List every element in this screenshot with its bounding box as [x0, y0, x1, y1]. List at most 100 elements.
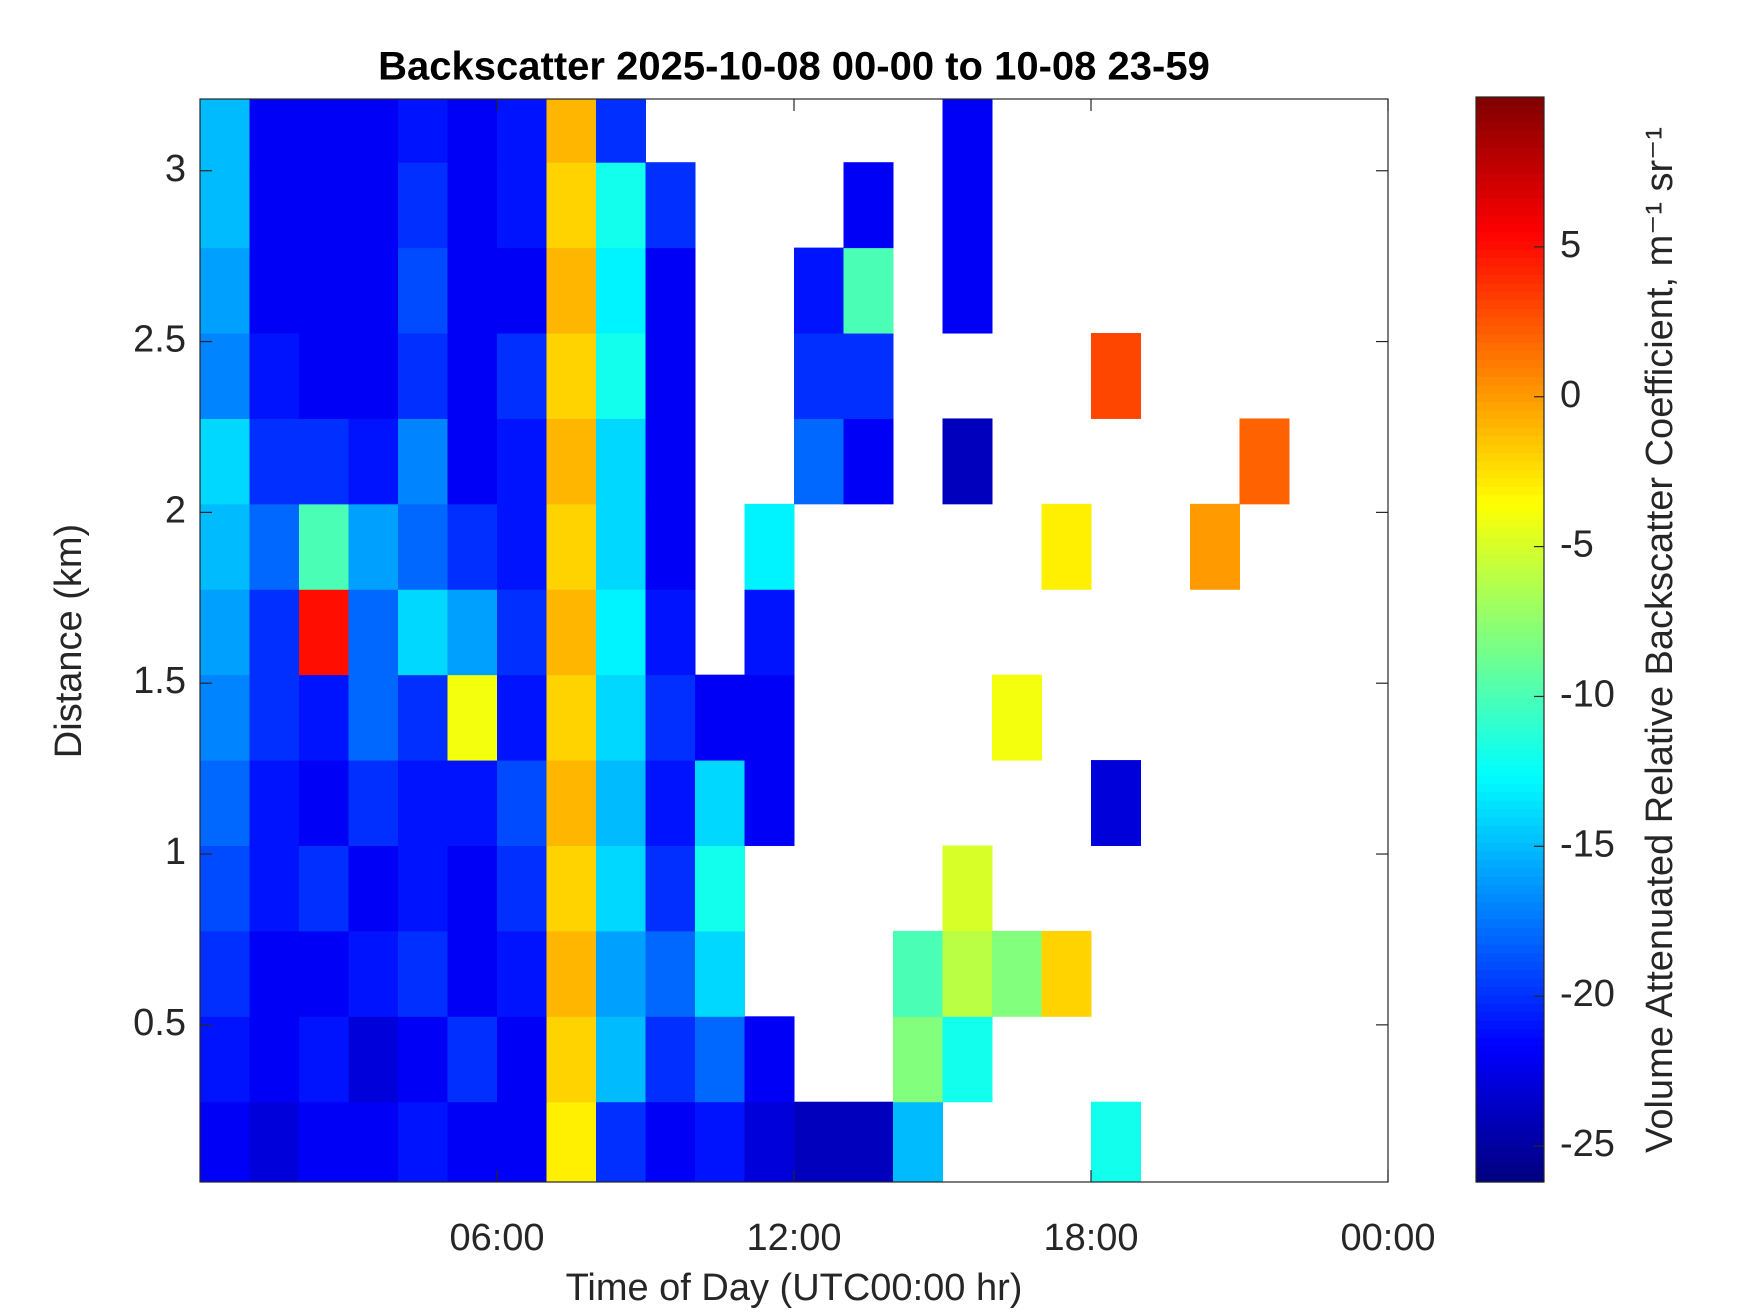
- colorbar-segment: [1476, 554, 1544, 564]
- colorbar-tick-label: -15: [1560, 823, 1615, 865]
- colorbar-segment: [1476, 825, 1544, 836]
- heatmap-cell: [497, 162, 547, 249]
- heatmap-cell: [546, 333, 597, 419]
- heatmap-cell: [299, 247, 349, 334]
- heatmap-cell: [249, 99, 300, 163]
- heatmap-cell: [546, 845, 597, 932]
- colorbar-segment: [1476, 444, 1544, 454]
- y-tick-label: 1: [165, 831, 186, 873]
- heatmap-cell: [447, 930, 498, 1017]
- colorbar-segment: [1476, 681, 1544, 691]
- heatmap-cell: [497, 333, 547, 419]
- heatmap-cell: [348, 333, 399, 419]
- heatmap-cell: [596, 1101, 646, 1182]
- heatmap-cell: [744, 503, 795, 590]
- heatmap-cell: [398, 333, 448, 419]
- heatmap-cell: [497, 247, 547, 334]
- heatmap-cell: [596, 99, 646, 163]
- heatmap-cell: [794, 1101, 844, 1182]
- colorbar-segment: [1476, 580, 1544, 590]
- colorbar-segment: [1476, 885, 1544, 895]
- heatmap-cell: [299, 99, 349, 163]
- heatmap-cell: [200, 930, 250, 1017]
- heatmap-cell: [942, 162, 993, 249]
- heatmap-cell: [942, 930, 993, 1017]
- heatmap-cell: [348, 503, 399, 590]
- heatmap-cell: [942, 418, 993, 505]
- colorbar-segment: [1476, 1122, 1544, 1132]
- heatmap-cell: [447, 845, 498, 932]
- heatmap-cell: [348, 845, 399, 932]
- heatmap-cell: [200, 333, 250, 419]
- colorbar-tick-label: 0: [1560, 374, 1581, 416]
- colorbar-segment: [1476, 495, 1544, 505]
- colorbar-segment: [1476, 1173, 1544, 1183]
- heatmap-cell: [447, 1101, 498, 1182]
- colorbar-segment: [1476, 181, 1544, 191]
- colorbar-segment: [1476, 1148, 1544, 1158]
- heatmap-cell: [546, 162, 597, 249]
- heatmap-cell: [249, 1101, 300, 1182]
- heatmap-cell: [497, 589, 547, 676]
- heatmap-cell: [596, 162, 646, 249]
- colorbar-segment: [1476, 817, 1544, 827]
- heatmap-cell: [596, 674, 646, 761]
- heatmap-cell: [299, 162, 349, 249]
- colorbar-segment: [1476, 732, 1544, 742]
- colorbar-segment: [1476, 529, 1544, 539]
- heatmap-cell: [695, 930, 745, 1017]
- heatmap-cell: [1091, 1101, 1141, 1182]
- chart-title: Backscatter 2025-10-08 00-00 to 10-08 23…: [378, 45, 1210, 89]
- heatmap-cell: [200, 99, 250, 163]
- heatmap-cell: [200, 760, 250, 846]
- heatmap: [200, 99, 1290, 1182]
- colorbar-segment: [1476, 139, 1544, 149]
- heatmap-cell: [645, 674, 696, 761]
- heatmap-cell: [348, 1101, 399, 1182]
- colorbar-segment: [1476, 427, 1544, 437]
- heatmap-cell: [299, 333, 349, 419]
- heatmap-cell: [398, 930, 448, 1017]
- y-tick-label: 2: [165, 489, 186, 531]
- heatmap-cell: [645, 930, 696, 1017]
- colorbar-segment: [1476, 851, 1544, 861]
- heatmap-cell: [398, 674, 448, 761]
- heatmap-cell: [497, 760, 547, 846]
- heatmap-cell: [1239, 418, 1290, 505]
- colorbar-segment: [1476, 190, 1544, 200]
- heatmap-cell: [249, 1016, 300, 1103]
- colorbar-segment: [1476, 622, 1544, 632]
- heatmap-cell: [1190, 503, 1240, 590]
- colorbar-segment: [1476, 156, 1544, 166]
- heatmap-cell: [398, 760, 448, 846]
- heatmap-cell: [893, 1101, 943, 1182]
- heatmap-cell: [645, 760, 696, 846]
- colorbar-segment: [1476, 631, 1544, 641]
- colorbar-segment: [1476, 410, 1544, 420]
- colorbar-segment: [1476, 614, 1544, 624]
- heatmap-cell: [348, 99, 399, 163]
- heatmap-cell: [1041, 503, 1092, 590]
- y-tick-label: 3: [165, 148, 186, 190]
- colorbar-segment: [1476, 453, 1544, 463]
- colorbar-segment: [1476, 571, 1544, 581]
- heatmap-cell: [546, 674, 597, 761]
- heatmap-cell: [398, 845, 448, 932]
- colorbar-segment: [1476, 978, 1544, 988]
- heatmap-cell: [299, 1101, 349, 1182]
- heatmap-cell: [348, 674, 399, 761]
- colorbar-segment: [1476, 275, 1544, 285]
- heatmap-cell: [249, 589, 300, 676]
- colorbar-segment: [1476, 385, 1544, 395]
- colorbar-segment: [1476, 910, 1544, 920]
- heatmap-cell: [200, 162, 250, 249]
- heatmap-cell: [348, 589, 399, 676]
- colorbar-segment: [1476, 859, 1544, 869]
- heatmap-cell: [546, 760, 597, 846]
- heatmap-cell: [398, 589, 448, 676]
- heatmap-cell: [596, 930, 646, 1017]
- x-tick-label: 18:00: [1043, 1217, 1138, 1259]
- colorbar-segment: [1476, 300, 1544, 310]
- colorbar-segment: [1476, 546, 1544, 556]
